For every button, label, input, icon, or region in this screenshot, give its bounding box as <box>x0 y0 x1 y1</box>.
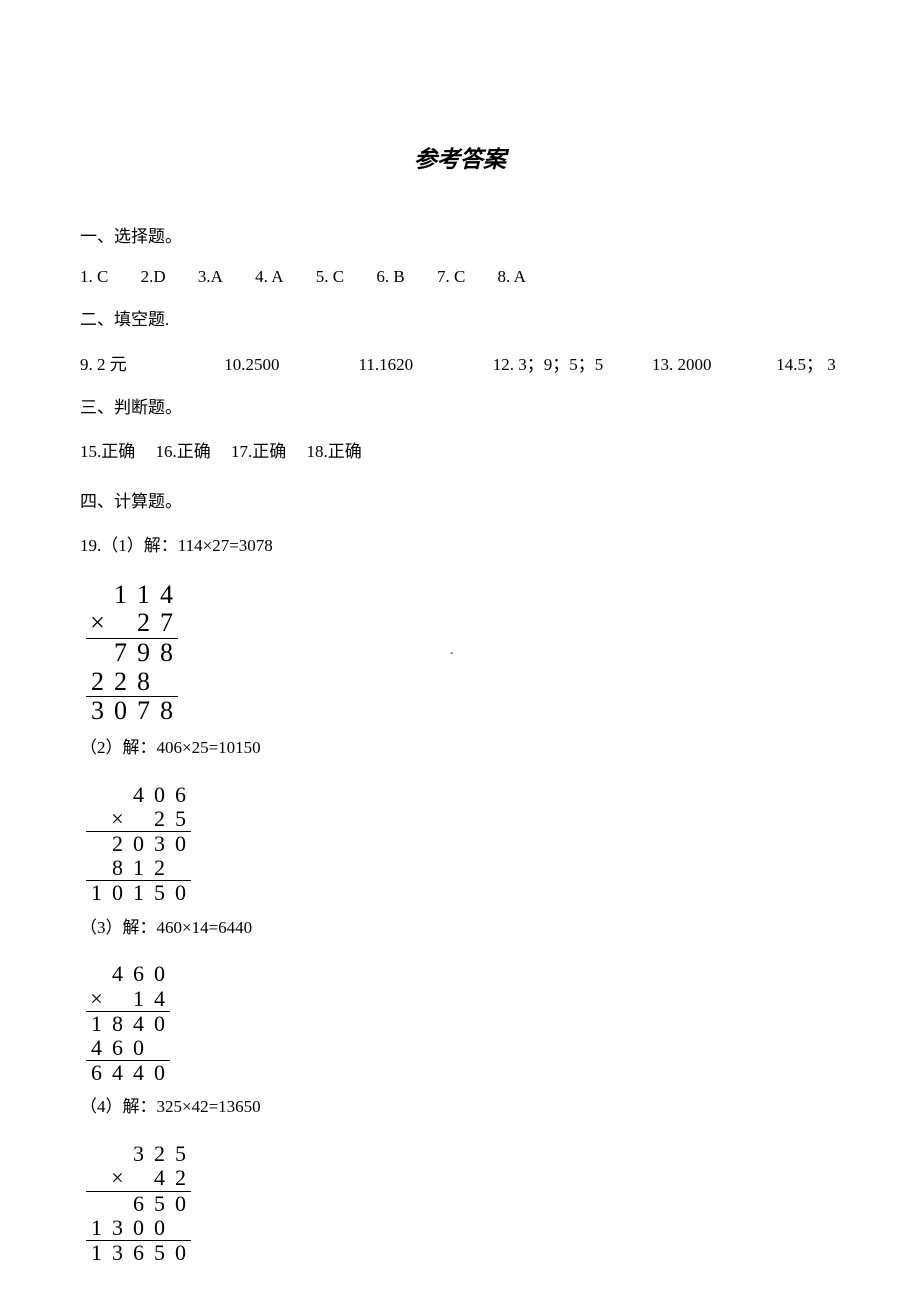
ans-5: 5. C <box>316 267 344 286</box>
ans-9: 9. 2 元 <box>80 350 220 375</box>
ans-14: 14.5； 3 <box>776 350 836 375</box>
ans-11: 11.1620 <box>359 355 489 375</box>
ans-7: 7. C <box>437 267 465 286</box>
mc-answers: 1. C 2.D 3.A 4. A 5. C 6. B 7. C 8. A <box>80 267 840 287</box>
ans-10: 10.2500 <box>224 355 354 375</box>
ans-4: 4. A <box>255 267 283 286</box>
page-title: 参考答案 <box>80 140 840 174</box>
q19-1-label: 19.（1）解：114×27=3078 <box>80 532 840 561</box>
section-3-header: 三、判断题。 <box>80 393 840 418</box>
section-2-header: 二、填空题. <box>80 305 840 330</box>
fill-answers: 9. 2 元 10.2500 11.1620 12. 3；9；5；5 13. 2… <box>80 350 840 375</box>
section-1-header: 一、选择题。 <box>80 222 840 247</box>
ans-2: 2.D <box>141 267 166 286</box>
q19-2-calc: 406 ×25 2030 812 10150 <box>86 783 840 906</box>
ans-1: 1. C <box>80 267 108 286</box>
ans-12: 12. 3；9；5；5 <box>493 350 648 375</box>
ans-15: 15.正确 <box>80 442 135 461</box>
q19-4-label: （4）解：325×42=13650 <box>80 1093 840 1122</box>
q19-3-calc: 460 ×14 1840 460 6440 <box>86 962 840 1085</box>
ans-8: 8. A <box>498 267 526 286</box>
q19-1-calc: 114 ×27 798 228 3078 <box>86 581 840 726</box>
ans-17: 17.正确 <box>231 442 286 461</box>
q19-3-label: （3）解：460×14=6440 <box>80 914 840 943</box>
ans-18: 18.正确 <box>307 442 362 461</box>
section-4-header: 四、计算题。 <box>80 487 840 512</box>
ans-6: 6. B <box>376 267 404 286</box>
ans-3: 3.A <box>198 267 223 286</box>
q19-2-label: （2）解：406×25=10150 <box>80 734 840 763</box>
ans-16: 16.正确 <box>156 442 211 461</box>
ans-13: 13. 2000 <box>652 355 772 375</box>
judge-answers: 15.正确 16.正确 17.正确 18.正确 <box>80 438 840 467</box>
q19-4-calc: 325 ×42 650 1300 13650 <box>86 1142 840 1265</box>
